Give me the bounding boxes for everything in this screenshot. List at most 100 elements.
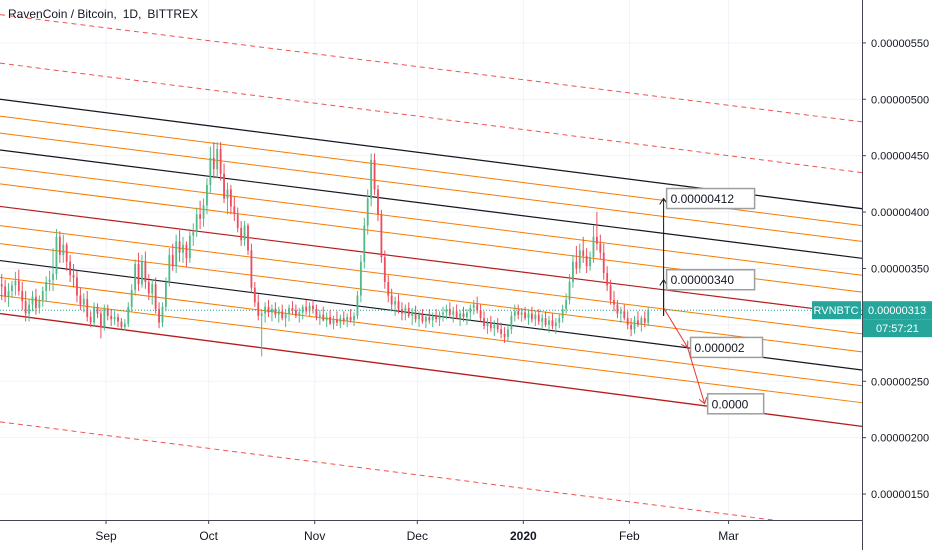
candle-body bbox=[206, 184, 208, 206]
candle-body bbox=[147, 281, 150, 294]
candle-body bbox=[137, 263, 140, 285]
candle-body bbox=[243, 225, 246, 241]
candle-body bbox=[390, 295, 393, 305]
x-tick-label: Feb bbox=[619, 529, 640, 543]
annotation-box bbox=[665, 187, 756, 210]
candle-body bbox=[643, 318, 646, 323]
candle-body bbox=[110, 315, 113, 320]
candle-body bbox=[260, 313, 263, 316]
candle-body bbox=[212, 157, 215, 170]
candle-body bbox=[445, 309, 448, 313]
candle-body bbox=[312, 305, 314, 310]
candle-body bbox=[48, 279, 51, 282]
x-tick-label: Dec bbox=[407, 529, 428, 543]
candle-body bbox=[534, 314, 537, 320]
y-tick-label: 0.00000450 bbox=[871, 151, 929, 163]
candle-body bbox=[17, 280, 20, 292]
candle-body bbox=[76, 277, 78, 296]
candle-body bbox=[120, 321, 123, 328]
candle-body bbox=[209, 157, 212, 185]
candle-body bbox=[106, 309, 109, 316]
candle-body bbox=[4, 286, 7, 297]
candle-body bbox=[633, 320, 636, 330]
x-tick-label: Mar bbox=[718, 529, 739, 543]
candle-body bbox=[99, 313, 102, 328]
candle-body bbox=[38, 300, 41, 308]
candle-body bbox=[609, 285, 612, 301]
candle-body bbox=[616, 304, 619, 314]
candle-body bbox=[452, 311, 455, 315]
candle-body bbox=[424, 316, 427, 322]
candle-body bbox=[202, 205, 205, 219]
candle-body bbox=[62, 244, 65, 255]
candle-body bbox=[640, 318, 643, 325]
candle-body bbox=[223, 173, 225, 199]
dashed-trend-line bbox=[0, 14, 863, 123]
candle-body bbox=[513, 311, 516, 316]
candle-body bbox=[530, 313, 533, 320]
candle-body bbox=[89, 316, 92, 323]
candle-body bbox=[318, 314, 321, 317]
candle-body bbox=[349, 316, 352, 321]
candle-body bbox=[493, 324, 496, 329]
candle-body bbox=[219, 148, 222, 174]
candle-body bbox=[565, 300, 568, 310]
candle-body bbox=[630, 324, 633, 330]
candle-body bbox=[281, 311, 284, 319]
y-tick-label: 0.00000350 bbox=[871, 263, 929, 275]
candle-body bbox=[305, 306, 308, 312]
candle-body bbox=[572, 261, 574, 282]
candle-body bbox=[414, 312, 417, 320]
candle-body bbox=[486, 322, 489, 326]
price-tag-symbol: RVNBTC bbox=[813, 305, 858, 317]
candle-body bbox=[346, 316, 349, 322]
candle-body bbox=[606, 272, 609, 286]
candle-body bbox=[164, 281, 167, 307]
candle-body bbox=[199, 214, 202, 219]
candle-body bbox=[342, 318, 345, 322]
candle-body bbox=[154, 284, 157, 310]
candle-body bbox=[370, 160, 373, 199]
candle-body bbox=[247, 225, 249, 251]
candle-body bbox=[257, 302, 260, 316]
candle-body bbox=[377, 189, 379, 215]
candle-body bbox=[86, 298, 89, 317]
candle-body bbox=[226, 189, 229, 199]
channel-line bbox=[0, 276, 863, 387]
chart-title: RavenCoin / Bitcoin, 1D, BITTREX bbox=[8, 7, 199, 21]
candle-body bbox=[271, 309, 273, 313]
candle-body bbox=[188, 235, 191, 259]
candle-body bbox=[554, 322, 557, 326]
candle-body bbox=[578, 250, 581, 269]
candle-body bbox=[469, 307, 472, 313]
candle-body bbox=[161, 306, 164, 323]
candle-body bbox=[527, 313, 530, 319]
y-tick-label: 0.00000200 bbox=[871, 433, 929, 445]
candle-body bbox=[500, 329, 503, 334]
candle-body bbox=[472, 304, 475, 308]
candle-body bbox=[397, 301, 400, 310]
candle-body bbox=[82, 298, 85, 305]
candle-body bbox=[253, 287, 256, 303]
candle-body bbox=[637, 320, 639, 325]
candle-body bbox=[267, 306, 270, 313]
candle-body bbox=[141, 261, 143, 285]
candle-body bbox=[476, 304, 479, 311]
candle-body bbox=[489, 322, 492, 329]
candle-body bbox=[308, 305, 311, 312]
chart-title-exchange: BITTREX bbox=[147, 7, 199, 21]
candle-body bbox=[582, 250, 585, 257]
candle-body bbox=[229, 189, 232, 207]
candle-body bbox=[455, 311, 458, 319]
candle-body bbox=[298, 312, 301, 316]
candle-body bbox=[602, 252, 605, 273]
candle-body bbox=[541, 318, 544, 322]
candle-body bbox=[428, 316, 431, 321]
countdown-bg bbox=[863, 319, 932, 338]
annotation-box bbox=[665, 268, 756, 291]
candle-body bbox=[65, 244, 68, 262]
candle-body bbox=[168, 254, 171, 282]
x-tick-label: 2020 bbox=[510, 529, 537, 543]
price-tag-value: 0.00000313 bbox=[868, 305, 926, 317]
